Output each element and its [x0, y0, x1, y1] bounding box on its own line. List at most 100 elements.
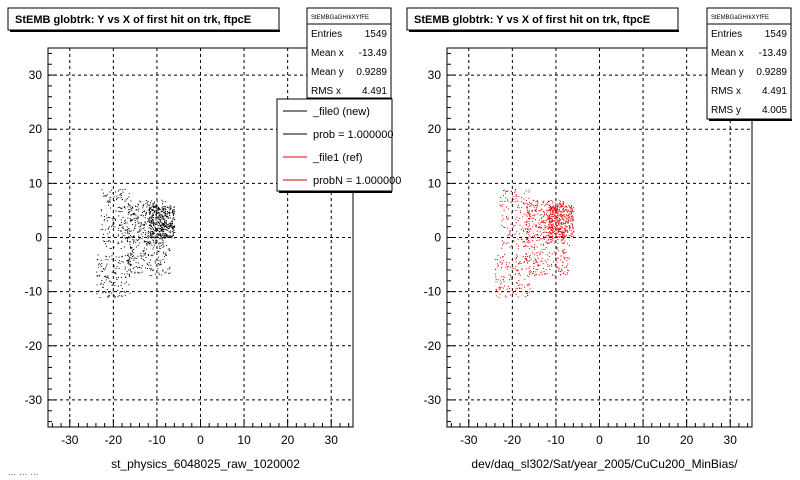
data-point	[540, 244, 542, 246]
data-point	[159, 263, 161, 265]
data-point	[543, 200, 545, 202]
data-point	[517, 269, 519, 271]
data-point	[536, 233, 538, 235]
data-point	[522, 216, 524, 218]
data-point	[550, 229, 552, 231]
data-point	[533, 268, 535, 269]
data-point	[129, 230, 131, 232]
data-point	[127, 259, 128, 261]
data-point	[523, 230, 525, 232]
data-point	[540, 238, 542, 240]
data-point	[497, 259, 498, 261]
data-point	[130, 246, 131, 248]
data-point	[562, 252, 564, 254]
data-point	[159, 208, 160, 210]
data-point	[166, 245, 167, 246]
data-point	[568, 205, 570, 207]
data-point	[169, 208, 171, 210]
data-point	[151, 214, 153, 216]
data-point	[526, 275, 528, 277]
data-point	[107, 228, 109, 230]
data-point	[515, 189, 516, 190]
data-point	[570, 235, 572, 237]
data-point	[124, 292, 126, 294]
stats-header: StEMBGaGHrkXYfFE	[311, 15, 369, 21]
y-tick-label: 10	[29, 176, 43, 190]
data-point	[547, 266, 549, 267]
data-point	[552, 209, 554, 211]
data-point	[527, 232, 529, 234]
data-point	[114, 296, 116, 298]
data-point	[542, 268, 544, 269]
data-point	[526, 207, 528, 209]
data-point	[106, 276, 108, 278]
data-point	[108, 201, 109, 203]
data-point	[134, 236, 136, 238]
data-point	[562, 200, 564, 202]
data-point	[532, 218, 534, 219]
data-point	[512, 196, 514, 198]
data-point	[532, 252, 534, 254]
data-point	[506, 206, 507, 208]
data-point	[505, 191, 507, 193]
data-point	[545, 204, 547, 206]
data-point	[143, 260, 145, 262]
x-tick-label: -10	[547, 433, 565, 447]
data-point	[528, 267, 530, 269]
data-point	[147, 209, 149, 211]
data-point	[556, 208, 558, 210]
data-point	[163, 206, 165, 208]
data-point	[545, 235, 547, 237]
data-point	[155, 207, 157, 209]
data-point	[559, 270, 561, 272]
data-point	[570, 220, 572, 222]
data-point	[123, 206, 125, 208]
data-point	[534, 209, 536, 211]
data-point	[566, 209, 568, 211]
data-point	[157, 212, 159, 214]
data-point	[169, 205, 171, 207]
data-point	[554, 223, 556, 225]
data-point	[160, 237, 162, 239]
data-point	[123, 291, 125, 292]
data-point	[159, 233, 161, 235]
data-point	[169, 250, 171, 251]
data-point	[107, 194, 109, 196]
data-point	[554, 210, 556, 212]
data-point	[532, 226, 534, 228]
data-point	[529, 224, 530, 226]
data-point	[549, 252, 550, 254]
data-point	[555, 215, 557, 217]
data-point	[566, 226, 567, 228]
data-point	[108, 295, 110, 297]
data-point	[161, 245, 163, 247]
data-point	[543, 244, 545, 246]
data-point	[130, 200, 132, 202]
data-point	[553, 214, 555, 216]
data-point	[560, 229, 562, 231]
data-point	[148, 204, 150, 206]
data-point	[137, 240, 139, 241]
data-point	[169, 226, 171, 227]
data-point	[169, 206, 171, 208]
data-point	[550, 238, 552, 240]
data-point	[549, 205, 551, 207]
data-point	[552, 209, 553, 211]
data-point	[117, 289, 119, 291]
data-point	[161, 239, 163, 241]
data-point	[165, 226, 167, 227]
data-point	[113, 196, 115, 198]
data-point	[162, 203, 164, 205]
data-point	[134, 220, 136, 221]
data-point	[156, 211, 158, 213]
data-point	[552, 210, 554, 212]
data-point	[111, 292, 113, 294]
data-point	[112, 266, 114, 267]
data-point	[501, 224, 503, 226]
data-point	[570, 212, 572, 214]
data-point	[129, 204, 131, 206]
data-point	[571, 217, 573, 219]
data-point	[138, 266, 140, 268]
data-point	[518, 285, 520, 286]
data-point	[136, 209, 138, 211]
